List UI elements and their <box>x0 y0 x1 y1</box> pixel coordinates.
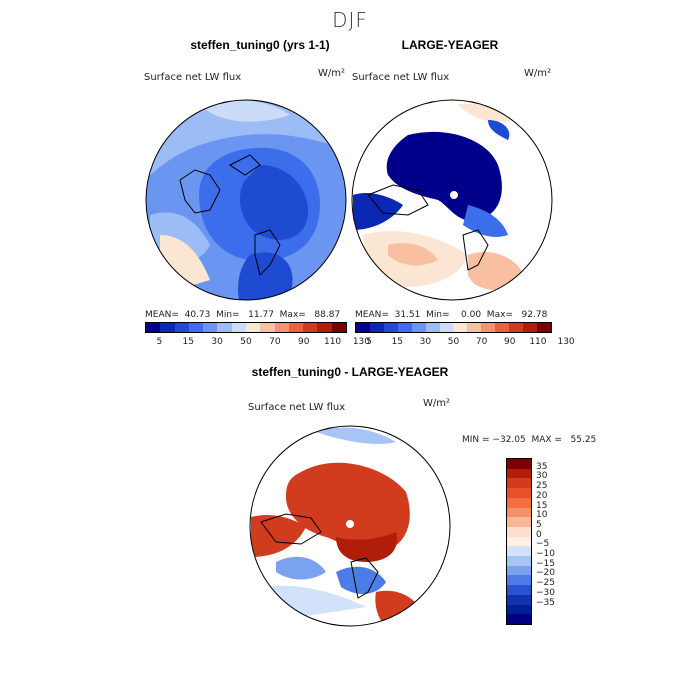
colorbar-swatch <box>507 517 531 528</box>
left-colorbar-labels: 5 15 30 50 70 90 110 130 <box>145 337 370 349</box>
colorbar-swatch <box>523 323 537 332</box>
diff-units-label: W/m² <box>423 398 451 409</box>
colorbar-swatch <box>507 536 531 547</box>
colorbar-tick-label: 5 <box>366 337 372 347</box>
left-colorbar <box>145 322 347 333</box>
colorbar-tick-label: 50 <box>240 337 252 347</box>
colorbar-swatch <box>203 323 218 332</box>
colorbar-tick-label: 25 <box>536 481 548 492</box>
diff-variable-label: Surface net LW flux <box>248 402 346 413</box>
colorbar-tick-label: 70 <box>269 337 281 347</box>
colorbar-swatch <box>453 323 468 332</box>
colorbar-tick-label: 30 <box>536 471 548 482</box>
colorbar-tick-label: 70 <box>475 337 488 347</box>
colorbar-tick-label: 15 <box>182 337 195 347</box>
colorbar-swatch <box>507 575 531 586</box>
colorbar-swatch <box>507 585 531 596</box>
colorbar-swatch <box>331 323 346 332</box>
right-polar-map <box>351 99 553 301</box>
colorbar-swatch <box>260 323 275 332</box>
colorbar-swatch <box>411 323 426 332</box>
left-polar-map <box>145 99 347 301</box>
colorbar-tick-label: −10 <box>536 549 555 560</box>
colorbar-tick-label: 20 <box>536 490 548 501</box>
right-units-label: W/m² <box>524 68 552 79</box>
colorbar-swatch <box>507 488 531 499</box>
colorbar-swatch <box>217 323 232 332</box>
right-stats: MEAN= 31.51 Min= 0.00 Max= 92.78 <box>355 310 548 320</box>
colorbar-tick-label: 90 <box>297 337 310 347</box>
colorbar-tick-label: −15 <box>536 558 555 569</box>
colorbar-tick-label: 15 <box>536 500 548 511</box>
colorbar-tick-label: 130 <box>352 337 371 347</box>
figure-title: DJF <box>332 8 368 32</box>
colorbar-swatch <box>507 614 531 625</box>
colorbar-swatch <box>288 323 304 332</box>
colorbar-swatch <box>231 323 246 332</box>
right-panel-title: LARGE-YEAGER <box>401 38 499 52</box>
colorbar-tick-label: 30 <box>211 337 223 347</box>
right-colorbar <box>355 322 552 333</box>
colorbar-swatch <box>356 323 370 332</box>
colorbar-swatch <box>507 604 531 615</box>
colorbar-swatch <box>245 323 261 332</box>
colorbar-swatch <box>507 594 531 605</box>
colorbar-swatch <box>397 323 412 332</box>
colorbar-swatch <box>507 507 531 518</box>
right-colorbar-labels: 5 15 30 50 70 90 110 130 <box>355 337 574 349</box>
diff-polar-map <box>249 425 451 627</box>
colorbar-tick-label: 130 <box>557 337 575 347</box>
colorbar-swatch <box>509 323 524 332</box>
colorbar-swatch <box>188 323 204 332</box>
colorbar-swatch <box>536 323 551 332</box>
colorbar-swatch <box>160 323 175 332</box>
diff-panel-title: steffen_tuning0 - LARGE-YEAGER <box>251 365 449 379</box>
colorbar-tick-label: 30 <box>419 337 432 347</box>
colorbar-swatch <box>507 556 531 567</box>
colorbar-swatch <box>317 323 332 332</box>
colorbar-swatch <box>425 323 440 332</box>
colorbar-tick-label: 35 <box>536 461 548 472</box>
colorbar-tick-label: 90 <box>504 337 516 347</box>
colorbar-tick-label: 110 <box>529 337 547 347</box>
colorbar-swatch <box>495 323 510 332</box>
colorbar-tick-label: −30 <box>536 587 555 598</box>
colorbar-swatch <box>303 323 318 332</box>
colorbar-swatch <box>369 323 384 332</box>
colorbar-swatch <box>507 468 531 479</box>
colorbar-tick-label: −35 <box>536 597 555 608</box>
colorbar-swatch <box>507 546 531 557</box>
left-units-label: W/m² <box>318 68 346 79</box>
colorbar-swatch <box>507 565 531 576</box>
colorbar-tick-label: 15 <box>391 337 403 347</box>
diff-colorbar <box>506 458 532 625</box>
colorbar-swatch <box>467 323 482 332</box>
colorbar-tick-label: 110 <box>323 337 342 347</box>
colorbar-tick-label: −20 <box>536 568 555 579</box>
colorbar-swatch <box>507 497 531 508</box>
left-stats: MEAN= 40.73 Min= 11.77 Max= 88.87 <box>145 310 341 320</box>
left-variable-label: Surface net LW flux <box>144 72 242 83</box>
left-panel-title: steffen_tuning0 (yrs 1-1) <box>190 38 330 52</box>
colorbar-swatch <box>507 459 531 469</box>
colorbar-swatch <box>383 323 398 332</box>
colorbar-swatch <box>481 323 496 332</box>
colorbar-swatch <box>507 478 531 489</box>
right-variable-label: Surface net LW flux <box>352 72 450 83</box>
colorbar-tick-label: −25 <box>536 578 555 589</box>
diff-stats: MIN = −32.05 MAX = 55.25 <box>462 435 597 445</box>
colorbar-tick-label: 5 <box>536 519 542 530</box>
colorbar-swatch <box>274 323 289 332</box>
colorbar-swatch <box>146 323 161 332</box>
colorbar-swatch <box>507 526 531 537</box>
colorbar-tick-label: 50 <box>447 337 460 347</box>
colorbar-swatch <box>174 323 189 332</box>
colorbar-tick-label: 10 <box>536 510 548 521</box>
colorbar-tick-label: −5 <box>536 539 550 550</box>
colorbar-swatch <box>439 323 454 332</box>
colorbar-tick-label: 0 <box>536 529 542 540</box>
colorbar-tick-label: 5 <box>156 337 163 347</box>
diff-colorbar-labels: 35 30 25 20 15 10 5 0 −5 −10 −15 −20 −25 −30 −35 <box>536 458 576 628</box>
